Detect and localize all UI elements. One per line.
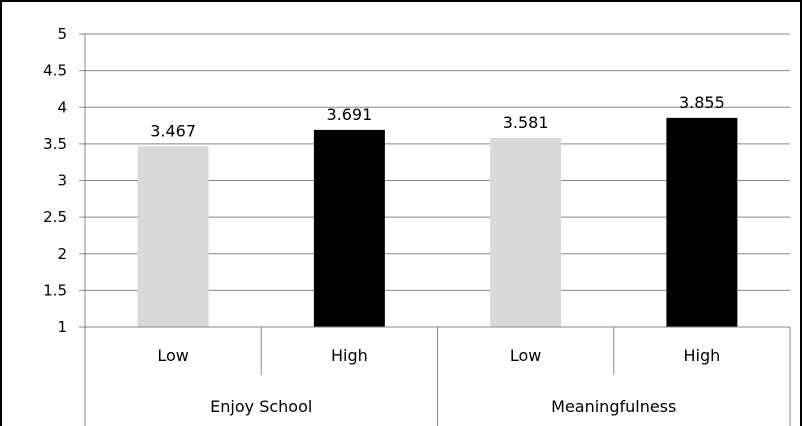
data-label: 3.467 xyxy=(150,121,196,140)
bar xyxy=(666,117,738,327)
x-group-label: Meaningfulness xyxy=(551,397,676,416)
y-tick-label: 1 xyxy=(57,318,67,336)
x-group-label: Enjoy School xyxy=(210,397,312,416)
data-labels: 3.467 3.691 3.581 3.855 xyxy=(150,93,725,140)
x-tick-label: High xyxy=(331,346,368,365)
x-tick-label: Low xyxy=(157,346,189,365)
y-tick-label: 5 xyxy=(57,25,67,43)
y-tick-label: 4 xyxy=(57,98,67,116)
data-label: 3.855 xyxy=(679,93,725,112)
y-tick-label: 4.5 xyxy=(43,62,67,80)
y-tick-label: 2.5 xyxy=(43,208,67,226)
y-tick-label: 1.5 xyxy=(43,281,67,299)
bar xyxy=(313,129,385,327)
y-axis-tick-labels: 1 1.5 2 2.5 3 3.5 4 4.5 5 xyxy=(43,25,67,336)
y-tick-label: 2 xyxy=(57,245,67,263)
y-tick-label: 3 xyxy=(57,172,67,190)
bar xyxy=(490,137,562,327)
x-axis: Low High Low High Enjoy School Meaningfulness xyxy=(79,34,791,426)
bar xyxy=(137,146,209,327)
y-tick-label: 3.5 xyxy=(43,135,67,153)
x-tick-label: High xyxy=(683,346,720,365)
bars xyxy=(137,117,738,327)
data-label: 3.691 xyxy=(326,105,372,124)
data-label: 3.581 xyxy=(503,113,549,132)
x-tick-label: Low xyxy=(510,346,542,365)
